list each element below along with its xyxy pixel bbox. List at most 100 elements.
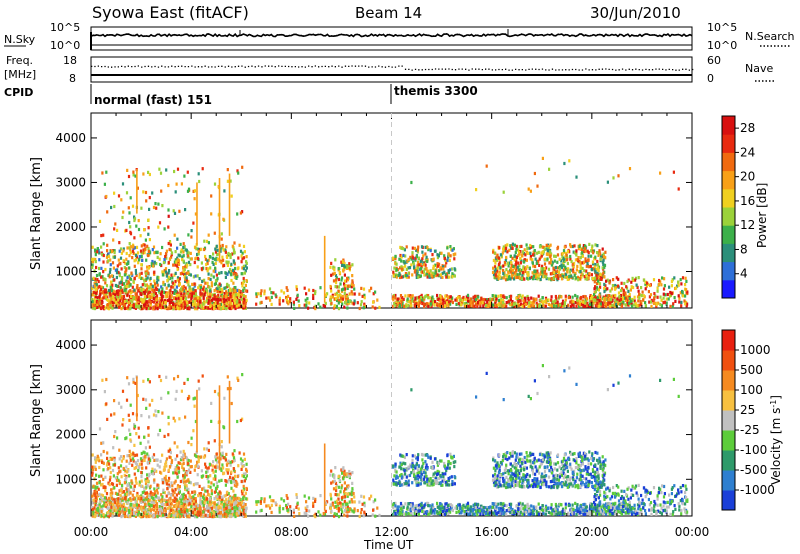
power-echo <box>298 304 301 308</box>
power-echo <box>108 270 112 274</box>
power-echo <box>447 296 450 300</box>
power-echo <box>472 304 475 308</box>
power-echo <box>190 297 193 301</box>
power-echo <box>218 306 221 310</box>
power-echo <box>203 247 206 252</box>
power-echo <box>376 298 379 302</box>
power-echo <box>169 243 172 247</box>
velocity-echo <box>136 506 139 510</box>
power-echo <box>656 295 659 299</box>
power-echo <box>560 259 563 263</box>
power-echo <box>674 299 677 303</box>
power-echo <box>447 300 451 304</box>
power-echo <box>185 276 188 280</box>
power-echo <box>229 287 232 291</box>
velocity-echo <box>114 508 118 512</box>
power-echo <box>122 259 125 263</box>
power-echo <box>614 304 617 308</box>
power-echo <box>230 302 233 306</box>
power-echo <box>624 296 627 300</box>
power-echo <box>400 259 403 263</box>
velocity-echo <box>173 499 176 503</box>
power-echo <box>112 304 115 308</box>
power-echo <box>598 299 601 303</box>
power-echo <box>130 271 133 275</box>
power-echo <box>120 278 124 282</box>
power-echo <box>125 251 128 256</box>
velocity-echo <box>204 498 207 502</box>
power-echo <box>670 292 673 296</box>
power-echo <box>585 301 588 305</box>
velocity-echo <box>144 510 147 514</box>
power-echo <box>407 294 410 298</box>
power-echo <box>163 227 166 231</box>
velocity-echo <box>91 507 94 512</box>
power-echo <box>202 289 205 293</box>
velocity-echo <box>104 504 107 508</box>
power-echo <box>179 307 182 311</box>
power-echo <box>94 280 97 285</box>
power-echo <box>144 298 147 302</box>
power-echo <box>334 292 337 296</box>
power-echo <box>498 272 501 276</box>
velocity-echo <box>154 499 157 503</box>
power-echo <box>128 211 131 215</box>
power-echo <box>333 268 336 272</box>
power-echo <box>287 300 290 304</box>
velocity-echo <box>91 505 94 510</box>
power-echo <box>539 255 542 259</box>
velocity-echo <box>229 503 232 507</box>
power-echo <box>410 295 413 299</box>
power-echo <box>404 274 408 278</box>
velocity-echo <box>131 508 134 512</box>
power-echo <box>400 275 403 279</box>
power-echo <box>599 302 602 306</box>
power-echo <box>572 250 575 254</box>
power-echo <box>463 301 466 306</box>
power-echo <box>233 275 236 280</box>
power-echo <box>427 304 430 308</box>
power-echo <box>346 276 349 280</box>
power-echo <box>176 294 179 298</box>
power-echo <box>529 300 532 304</box>
power-echo <box>335 304 338 308</box>
velocity-echo <box>188 508 191 512</box>
power-echo <box>167 271 170 275</box>
velocity-echo <box>190 501 194 505</box>
power-echo <box>289 300 292 304</box>
power-echo <box>123 299 126 303</box>
power-echo <box>502 276 505 280</box>
velocity-echo <box>239 497 242 502</box>
velocity-echo <box>234 474 237 478</box>
power-echo <box>681 290 684 294</box>
power-echo <box>474 298 477 302</box>
power-echo <box>441 275 444 279</box>
power-echo <box>564 298 567 302</box>
power-echo <box>406 259 409 263</box>
power-echo <box>239 211 242 215</box>
power-echo <box>103 182 106 186</box>
power-echo <box>123 304 126 308</box>
power-echo <box>403 274 406 278</box>
power-echo <box>497 298 501 302</box>
power-echo <box>131 204 135 208</box>
power-echo <box>173 169 176 174</box>
power-echo <box>439 296 443 300</box>
power-echo <box>432 264 435 268</box>
power-echo <box>510 276 514 280</box>
power-echo <box>213 257 217 261</box>
power-echo <box>529 243 532 248</box>
power-echo <box>571 276 574 280</box>
velocity-echo <box>134 503 137 507</box>
power-echo <box>351 263 354 267</box>
power-echo <box>394 293 397 298</box>
power-echo <box>534 269 537 273</box>
power-echo <box>106 249 109 253</box>
power-echo <box>295 287 298 292</box>
power-echo <box>600 255 603 259</box>
velocity-echo <box>132 504 135 508</box>
power-echo <box>183 291 186 295</box>
power-echo <box>571 268 575 272</box>
power-echo <box>597 288 600 292</box>
power-echo <box>119 261 122 266</box>
